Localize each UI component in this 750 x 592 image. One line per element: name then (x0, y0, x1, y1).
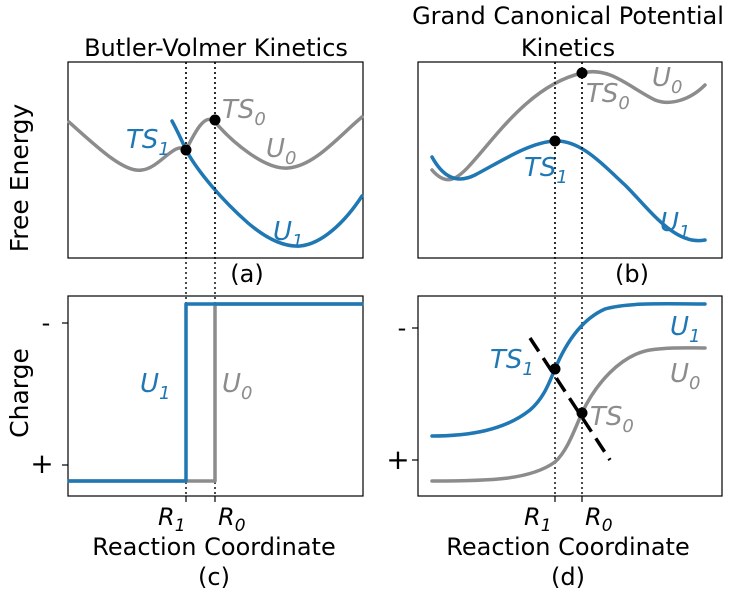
panel-a-u0-label: U0 (266, 134, 296, 169)
panel-b-tag: (b) (615, 260, 649, 288)
panel-c-tag: (c) (198, 563, 230, 591)
panel-a-tag: (a) (230, 260, 263, 288)
panel-b-title-line1: Grand Canonical Potential (412, 2, 724, 30)
panel-a-u0-curve (67, 115, 364, 172)
panel-d-u1-curve (430, 301, 707, 438)
panel-d: TS1 TS0 U1 U0 - + R1 R0 Reaction Coordin… (386, 62, 723, 591)
panel-c-xlabel: Reaction Coordinate (92, 533, 335, 561)
panel-c-u1-step (67, 302, 364, 483)
panel-a-title: Butler-Volmer Kinetics (84, 34, 348, 62)
panel-d-xlabel: Reaction Coordinate (446, 533, 689, 561)
panel-d-plus-label: + (386, 443, 409, 476)
panel-d-ts0-point (576, 407, 588, 419)
panel-a-u1-label: U1 (273, 217, 303, 252)
charge-axis-label: Charge (5, 348, 34, 438)
panel-c-plus-label: + (30, 447, 53, 480)
panel-d-r1-label: R1 (524, 503, 552, 536)
panel-d-ts-dashed-line (528, 337, 612, 461)
panel-b-ts1-label: TS1 (524, 153, 568, 188)
panel-b-frame (417, 61, 723, 259)
panel-b-ts0-label: TS0 (586, 79, 630, 114)
panel-c-u0-step (67, 302, 364, 483)
panel-c-u1-label: U1 (140, 369, 170, 404)
panel-d-minus-label: - (398, 314, 407, 342)
panel-b: TS0 U0 TS1 U1 (b) (417, 61, 723, 288)
panel-d-u1-label: U1 (670, 312, 700, 347)
panel-c-minus-label: - (42, 309, 51, 337)
panel-d-r0-label: R0 (585, 503, 613, 536)
panel-a-ts0-point (209, 114, 221, 126)
panel-a-ts0-label: TS0 (222, 95, 266, 130)
panel-a: TS1 TS0 U0 U1 (a) (67, 61, 364, 288)
panel-b-ts1-point (549, 135, 561, 147)
free-energy-axis-label: Free Energy (5, 104, 34, 253)
panel-d-frame (417, 295, 723, 497)
panel-b-u1-label: U1 (660, 208, 690, 243)
panel-a-ts1-label: TS1 (126, 125, 170, 160)
panel-b-u0-label: U0 (652, 63, 682, 98)
panel-d-ts0-label: TS0 (590, 402, 634, 437)
panel-a-u1-curve (170, 119, 364, 248)
panel-d-tag: (d) (551, 563, 585, 591)
panel-d-ts1-label: TS1 (490, 345, 534, 380)
panel-c: U1 U0 - + R1 R0 Reaction Coordinate (c) (30, 62, 364, 591)
panel-d-ts1-point (549, 363, 561, 375)
panel-b-title-line2: Kinetics (521, 34, 615, 62)
panel-b-u0-curve (430, 69, 707, 182)
panel-a-ts1-point (180, 144, 192, 156)
panel-c-r1-label: R1 (158, 503, 186, 536)
panel-c-r0-label: R0 (218, 503, 246, 536)
panel-d-u0-label: U0 (670, 359, 700, 394)
panel-c-u0-label: U0 (222, 369, 252, 404)
panel-d-u0-curve (430, 346, 707, 483)
